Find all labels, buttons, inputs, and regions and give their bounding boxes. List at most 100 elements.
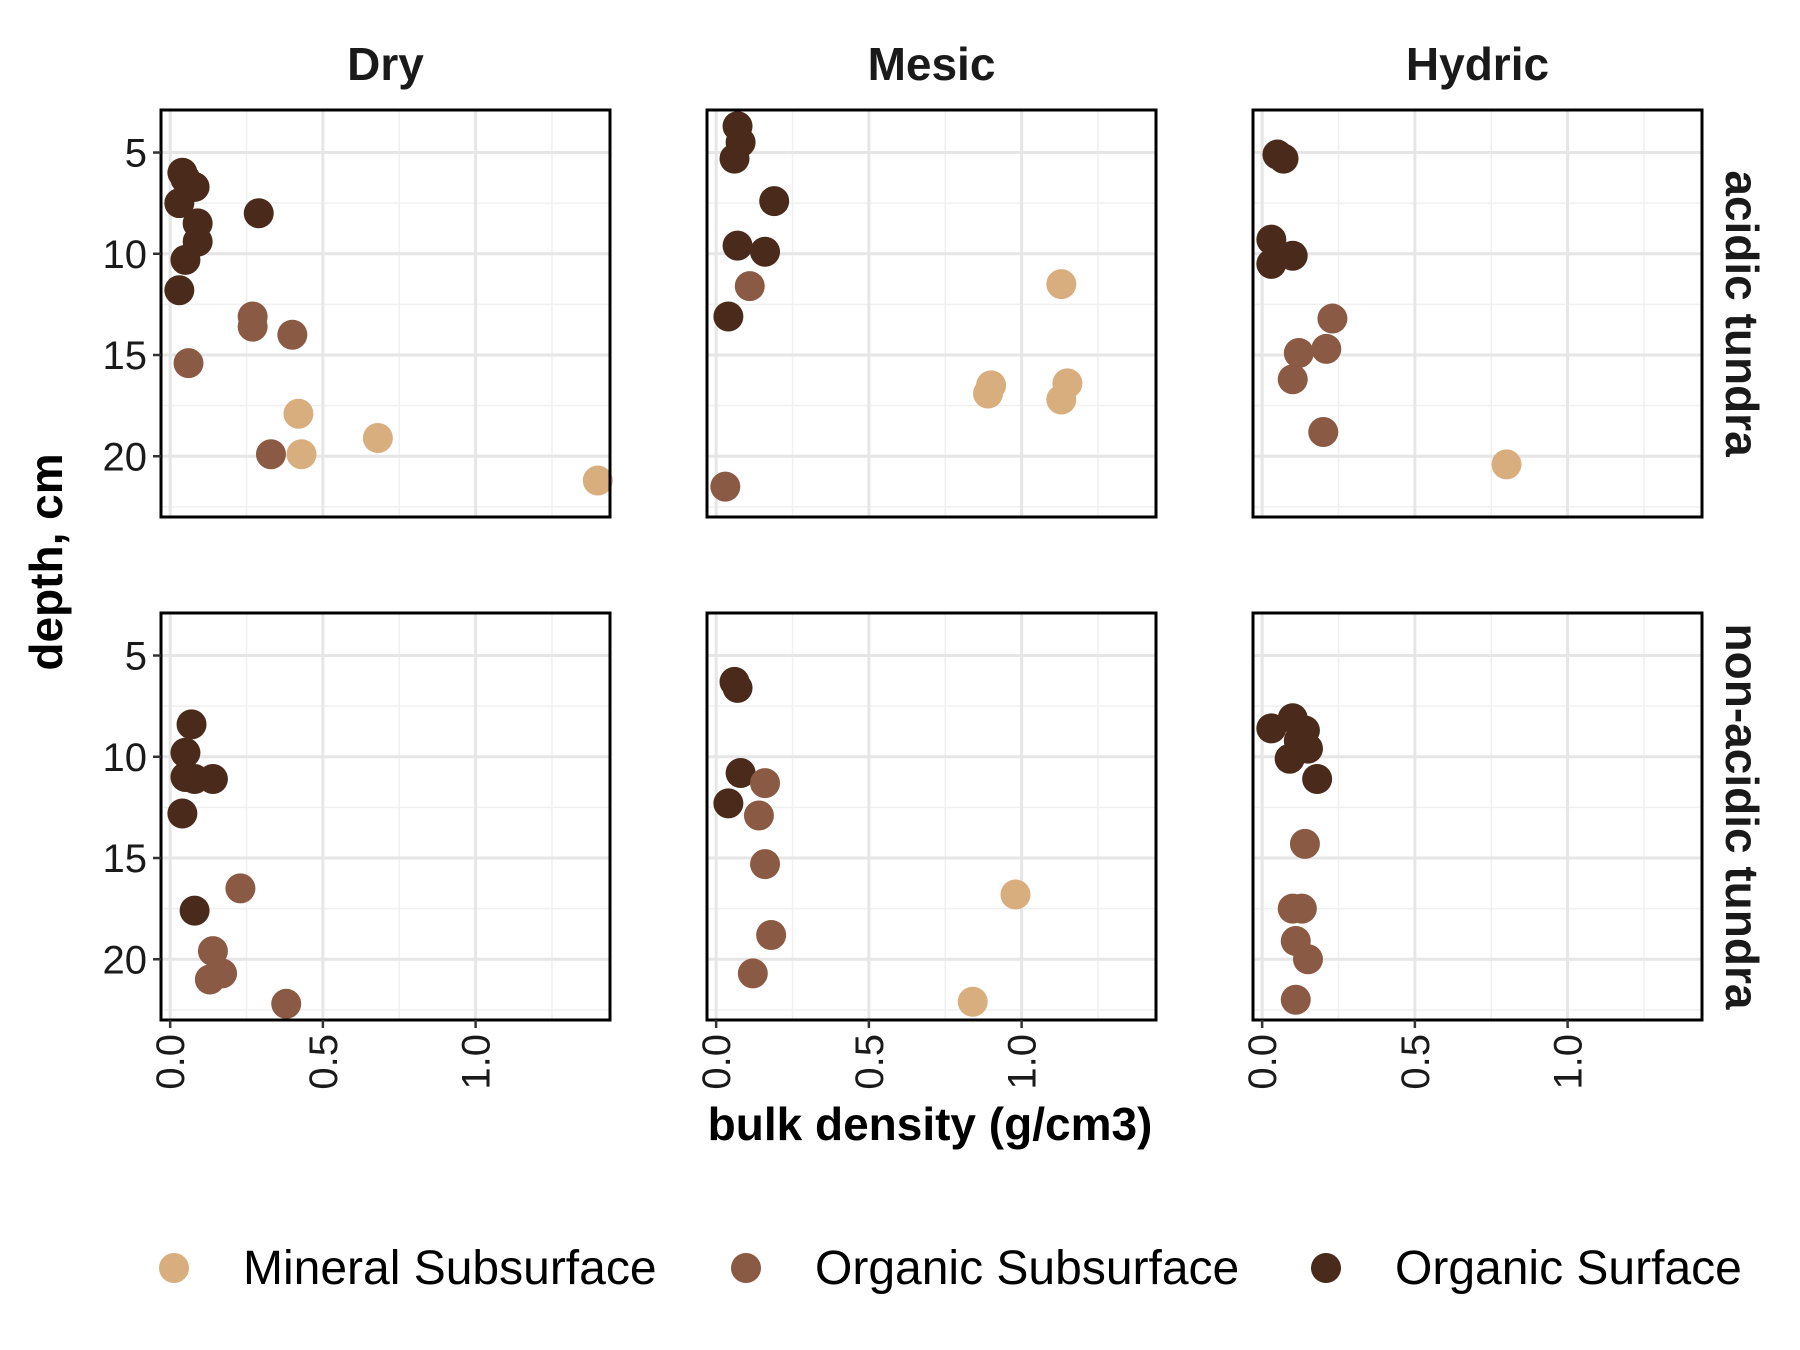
- facet-strips: Dry Mesic Hydric acidic tundra non-acidic tu…: [347, 38, 1768, 1010]
- data-point-organic-surface: [1256, 248, 1287, 279]
- data-point-organic-subsurface: [710, 471, 741, 502]
- data-point-organic-surface: [1274, 743, 1305, 774]
- panel-grid-dry-non-acidic-tundra: [161, 613, 610, 1020]
- data-point-organic-subsurface: [277, 319, 308, 350]
- data-point-organic-subsurface: [750, 849, 781, 880]
- data-point-organic-subsurface: [734, 271, 765, 302]
- legend: Mineral Subsurface Organic Subsurface Orga…: [159, 1242, 1742, 1295]
- panel-frames: [159, 108, 1704, 1022]
- panel-frame-mesic-non-acidic-tundra: [705, 611, 1158, 1022]
- data-point-organic-surface: [725, 757, 756, 788]
- x-tick-label: 0.5: [848, 1034, 892, 1090]
- data-point-mineral-subsurface: [1046, 269, 1077, 300]
- panel-frame-dry-non-acidic-tundra: [159, 611, 612, 1022]
- data-point-mineral-subsurface: [283, 398, 314, 429]
- data-point-mineral-subsurface: [957, 986, 988, 1017]
- legend-key-organic-subsurface: [731, 1253, 761, 1283]
- data-point-organic-subsurface: [1311, 333, 1342, 364]
- x-tick-label: 1.0: [455, 1034, 499, 1090]
- legend-key-organic-surface: [1311, 1253, 1341, 1283]
- data-point-mineral-subsurface: [973, 378, 1004, 409]
- data-point-organic-surface: [719, 143, 750, 174]
- legend-label-organic-surface: Organic Surface: [1395, 1242, 1742, 1295]
- y-tick-label: 20: [103, 435, 148, 479]
- strip-label-non-acidic-tundra: non-acidic tundra: [1716, 624, 1768, 1010]
- x-tick-label: 1.0: [1001, 1034, 1045, 1090]
- data-point-mineral-subsurface: [582, 465, 613, 496]
- data-point-organic-subsurface: [173, 348, 204, 379]
- data-point-mineral-subsurface: [1000, 879, 1031, 910]
- x-tick-label: 0.0: [149, 1034, 193, 1090]
- x-tick-label: 1.0: [1547, 1034, 1591, 1090]
- data-point-organic-surface: [164, 188, 195, 219]
- panel-grid-hydric-acidic-tundra: [1253, 110, 1702, 517]
- data-point-organic-subsurface: [1292, 944, 1323, 975]
- data-point-organic-subsurface: [737, 958, 768, 989]
- data-point-organic-subsurface: [1289, 828, 1320, 859]
- strip-label-acidic-tundra: acidic tundra: [1716, 170, 1768, 457]
- panel-frame-mesic-acidic-tundra: [705, 108, 1158, 519]
- y-axis-title: depth, cm: [20, 453, 72, 670]
- data-point-organic-subsurface: [750, 768, 781, 799]
- y-tick-label: 15: [103, 837, 148, 881]
- axis-ticks: 5 10 15 20 5 10 15 20 0.0 0.5 1.0 0.0 0.5 1.0 0.0 0.5 1.…: [103, 132, 1591, 1090]
- legend-item-organic-surface: Organic Surface: [1311, 1242, 1742, 1295]
- data-point-organic-surface: [750, 236, 781, 267]
- data-point-organic-surface: [170, 244, 201, 275]
- y-tick-label: 10: [103, 233, 148, 277]
- data-point-organic-subsurface: [1286, 893, 1317, 924]
- x-tick-label: 0.0: [695, 1034, 739, 1090]
- data-point-organic-surface: [722, 672, 753, 703]
- legend-item-mineral-subsurface: Mineral Subsurface: [159, 1242, 657, 1295]
- panel-grid-mesic-non-acidic-tundra: [707, 613, 1156, 1020]
- data-point-mineral-subsurface: [1491, 449, 1522, 480]
- data-point-organic-subsurface: [225, 873, 256, 904]
- x-tick-label: 0.0: [1241, 1034, 1285, 1090]
- data-point-organic-subsurface: [743, 800, 774, 831]
- data-point-organic-subsurface: [194, 964, 225, 995]
- data-point-organic-surface: [197, 764, 228, 795]
- y-tick-label: 10: [103, 736, 148, 780]
- y-tick-label: 20: [103, 938, 148, 982]
- legend-item-organic-subsurface: Organic Subsurface: [731, 1242, 1239, 1295]
- legend-label-mineral-subsurface: Mineral Subsurface: [243, 1242, 657, 1295]
- data-point-mineral-subsurface: [286, 439, 317, 470]
- x-tick-label: 0.5: [1394, 1034, 1438, 1090]
- data-point-organic-subsurface: [1283, 337, 1314, 368]
- legend-label-organic-subsurface: Organic Subsurface: [815, 1242, 1239, 1295]
- data-point-organic-subsurface: [756, 919, 787, 950]
- data-point-organic-subsurface: [237, 311, 268, 342]
- data-point-mineral-subsurface: [1046, 384, 1077, 415]
- y-tick-label: 5: [125, 635, 147, 679]
- grid-layer: [161, 110, 1702, 1020]
- data-point-organic-surface: [164, 275, 195, 306]
- data-point-organic-surface: [759, 186, 790, 217]
- data-point-organic-surface: [176, 709, 207, 740]
- data-point-organic-surface: [243, 198, 274, 229]
- data-point-organic-surface: [1256, 224, 1287, 255]
- panel-frame-hydric-non-acidic-tundra: [1251, 611, 1704, 1022]
- points-layer: [164, 111, 1522, 1019]
- x-tick-label: 0.5: [302, 1034, 346, 1090]
- data-point-organic-subsurface: [1280, 984, 1311, 1015]
- data-point-organic-surface: [1268, 143, 1299, 174]
- y-tick-label: 15: [103, 334, 148, 378]
- data-point-organic-surface: [179, 895, 210, 926]
- data-point-organic-subsurface: [1317, 303, 1348, 334]
- panel-frame-dry-acidic-tundra: [159, 108, 612, 519]
- y-tick-label: 5: [125, 132, 147, 176]
- data-point-organic-surface: [1302, 764, 1333, 795]
- data-point-organic-surface: [167, 798, 198, 829]
- panel-grid-hydric-non-acidic-tundra: [1253, 613, 1702, 1020]
- data-point-organic-surface: [722, 230, 753, 261]
- panel-grid-dry-acidic-tundra: [161, 110, 610, 517]
- data-point-mineral-subsurface: [362, 423, 393, 454]
- data-point-organic-surface: [713, 301, 744, 332]
- legend-key-mineral-subsurface: [159, 1253, 189, 1283]
- panel-grid-mesic-acidic-tundra: [707, 110, 1156, 517]
- panel-frame-hydric-acidic-tundra: [1251, 108, 1704, 519]
- data-point-organic-subsurface: [255, 439, 286, 470]
- strip-label-hydric: Hydric: [1406, 38, 1549, 90]
- strip-label-dry: Dry: [347, 38, 424, 90]
